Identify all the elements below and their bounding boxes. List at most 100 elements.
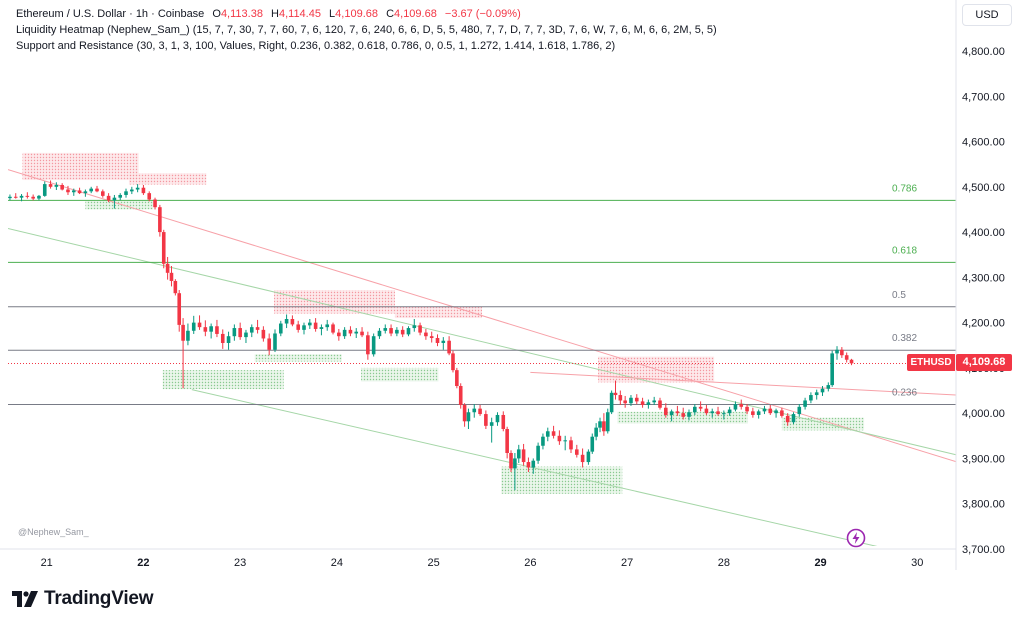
candle-body	[780, 410, 784, 416]
candle-body	[177, 293, 182, 325]
candle-body	[489, 422, 494, 426]
candle	[774, 408, 778, 418]
candle-body	[435, 338, 440, 343]
candle-body	[66, 189, 70, 193]
candle-body	[406, 328, 411, 335]
candle	[141, 184, 146, 195]
legend-title-row: Ethereum / U.S. Dollar · 1h · Coinbase O…	[16, 6, 717, 22]
candle-body	[389, 328, 393, 334]
candle	[395, 327, 399, 337]
candle-body	[418, 325, 422, 333]
candle	[418, 322, 422, 336]
y-tick-label: 4,000.00	[962, 408, 1005, 420]
candle	[203, 320, 208, 337]
candle	[389, 324, 393, 337]
candle-body	[8, 196, 12, 199]
candle-body	[203, 327, 208, 332]
candle-body	[395, 329, 399, 334]
candle	[575, 444, 579, 458]
symbol-title[interactable]: Ethereum / U.S. Dollar · 1h · Coinbase	[16, 8, 205, 20]
candle	[48, 180, 53, 189]
candle-body	[354, 331, 359, 334]
candle-body	[663, 407, 668, 415]
candle-body	[803, 400, 807, 407]
candle-body	[42, 184, 47, 196]
candle	[147, 191, 152, 202]
candle	[629, 395, 633, 406]
candle-body	[112, 197, 117, 201]
candle-body	[77, 190, 82, 194]
heat-zone-red	[128, 173, 207, 185]
candle	[337, 328, 341, 341]
candle	[687, 409, 691, 421]
candle	[472, 404, 477, 418]
candle	[513, 452, 517, 491]
candle	[545, 427, 550, 442]
candle-body	[130, 189, 134, 192]
candle	[37, 194, 41, 201]
last-price-tag: 4,109.68	[956, 354, 1012, 371]
candle	[598, 417, 602, 433]
candle	[586, 449, 591, 465]
candle-body	[840, 349, 844, 356]
candle-body	[451, 353, 455, 371]
candle	[255, 319, 260, 334]
currency-button[interactable]: USD	[962, 4, 1012, 26]
candle-body	[669, 411, 674, 415]
y-tick-label: 4,800.00	[962, 46, 1005, 58]
candle-body	[308, 322, 312, 326]
candle	[563, 435, 567, 451]
channel-line-red	[8, 169, 956, 463]
candle-body	[762, 408, 767, 412]
candle-body	[501, 414, 506, 430]
candle-body	[516, 449, 521, 459]
candle-body	[478, 408, 482, 415]
candle	[302, 322, 306, 335]
close-value: 4,109.68	[394, 8, 437, 20]
candle-body	[360, 331, 364, 336]
candle	[383, 324, 388, 334]
candle	[244, 329, 248, 343]
candle	[130, 186, 134, 195]
x-tick-label: 29	[814, 557, 826, 569]
candle-body	[424, 332, 428, 337]
indicator-liquidity-heatmap[interactable]: Liquidity Heatmap (Nephew_Sam_) (15, 7, …	[16, 24, 717, 36]
candle-body	[209, 326, 213, 332]
candle-body	[331, 324, 335, 333]
candle	[727, 406, 732, 416]
candle	[135, 184, 140, 193]
candle	[215, 319, 219, 338]
candle	[284, 314, 289, 329]
candle	[551, 425, 556, 439]
candle-body	[135, 187, 140, 190]
candle-body	[71, 190, 76, 193]
candle-body	[634, 397, 639, 402]
candle	[646, 399, 651, 409]
candle-body	[383, 328, 388, 331]
x-tick-label: 27	[621, 557, 633, 569]
candle-body	[186, 330, 190, 341]
heat-zone-red	[394, 306, 482, 319]
candle	[25, 192, 30, 199]
candle-body	[400, 329, 405, 335]
candle	[325, 319, 330, 331]
candle	[366, 331, 370, 360]
candle-body	[586, 451, 591, 463]
candle-body	[722, 413, 726, 415]
candle	[710, 408, 715, 418]
candle-body	[756, 411, 761, 415]
candle-body	[505, 429, 509, 453]
candle	[681, 407, 686, 420]
x-tick-label: 26	[524, 557, 536, 569]
indicator-support-resistance[interactable]: Support and Resistance (30, 3, 1, 3, 100…	[16, 40, 616, 52]
candle	[803, 397, 807, 410]
candle	[478, 405, 482, 416]
candle-body	[745, 406, 749, 412]
brand[interactable]: TradingView	[12, 588, 154, 610]
fib-label: 0.382	[892, 333, 917, 344]
x-tick-label: 25	[428, 557, 440, 569]
flash-icon[interactable]	[846, 528, 866, 548]
candle-body	[197, 322, 202, 328]
